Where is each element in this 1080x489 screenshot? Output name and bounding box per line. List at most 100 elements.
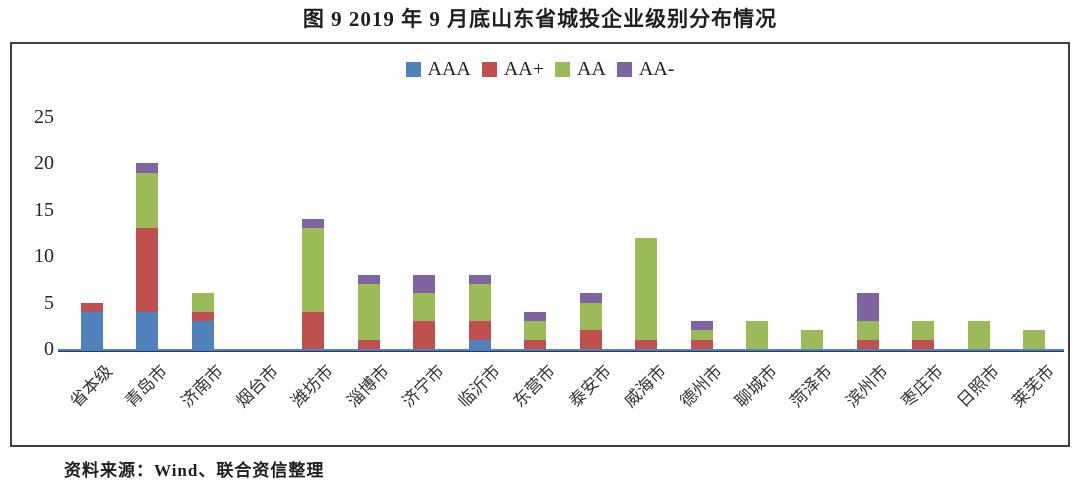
bar-segment-AA xyxy=(579,302,602,331)
y-axis-tick-label: 25 xyxy=(34,106,54,128)
bar-segment-AA+ xyxy=(468,321,491,340)
bar-segment-AA xyxy=(357,284,380,340)
stacked-bar xyxy=(967,321,990,349)
x-axis-label: 菏泽市 xyxy=(786,361,837,412)
stacked-bar xyxy=(524,311,547,349)
bar-segment-AA xyxy=(191,293,214,312)
x-axis-label: 临沂市 xyxy=(454,361,504,412)
x-axis-label: 威海市 xyxy=(620,361,671,412)
y-axis-tick-label: 0 xyxy=(44,338,54,360)
chart-frame: AAA AA+ AA AA- 0 5 10 15 20 25 省本级 青岛市 济南市 烟台市 潍坊… xyxy=(10,42,1070,447)
bar-segment-AA- xyxy=(524,311,547,322)
bar-slot-德州市: 德州市 xyxy=(674,117,729,411)
bar-segment-AA+ xyxy=(912,339,935,349)
bar-segment-AA xyxy=(1023,330,1046,349)
bar-segment-AA xyxy=(801,330,824,349)
legend-swatch-aa xyxy=(555,62,571,77)
bar-segment-AA+ xyxy=(579,330,602,349)
legend-item-aa: AA xyxy=(555,58,606,81)
bar-slot-潍坊市: 潍坊市 xyxy=(286,117,341,411)
stacked-bar xyxy=(191,293,214,349)
bar-segment-AA xyxy=(856,321,879,340)
x-axis-label: 烟台市 xyxy=(232,361,283,412)
legend-item-aa-plus: AA+ xyxy=(481,58,545,81)
bar-segment-AA- xyxy=(413,274,436,294)
bar-slot-聊城市: 聊城市 xyxy=(729,117,784,411)
y-axis-tick-label: 5 xyxy=(44,291,54,314)
stacked-bar xyxy=(468,274,491,349)
legend-item-aaa: AAA xyxy=(405,58,471,81)
bar-segment-AA xyxy=(413,293,436,322)
bar-segment-AA xyxy=(524,321,547,340)
stacked-bar xyxy=(302,219,325,349)
bar-segment-AA xyxy=(690,330,713,340)
bar-slot-济南市: 济南市 xyxy=(175,117,230,411)
bar-segment-AAA xyxy=(80,311,103,349)
chart-legend: AAA AA+ AA AA- xyxy=(12,58,1068,81)
bar-slot-滨州市: 滨州市 xyxy=(840,117,895,411)
bar-segment-AA xyxy=(912,321,935,340)
bar-slot-济宁市: 济宁市 xyxy=(397,117,452,411)
bar-segment-AA+ xyxy=(524,339,547,349)
x-axis-line xyxy=(58,349,1064,352)
source-note: 资料来源：Wind、联合资信整理 xyxy=(64,461,325,480)
legend-swatch-aa-minus xyxy=(616,62,632,77)
page-title: 图 9 2019 年 9 月底山东省城投企业级别分布情况 xyxy=(302,7,778,31)
bar-segment-AA xyxy=(746,321,769,349)
legend-label-aaa: AAA xyxy=(427,58,471,80)
bar-segment-AA xyxy=(967,321,990,349)
x-axis-label: 滨州市 xyxy=(842,361,892,412)
legend-swatch-aaa xyxy=(405,62,421,77)
x-axis-label: 济南市 xyxy=(177,361,227,412)
x-axis-label: 泰安市 xyxy=(565,361,615,412)
stacked-bar xyxy=(80,302,103,349)
stacked-bar xyxy=(801,330,824,349)
stacked-bar xyxy=(690,321,713,349)
bar-segment-AA+ xyxy=(136,228,159,312)
bar-segment-AA+ xyxy=(635,339,658,349)
x-axis-label: 枣庄市 xyxy=(897,361,948,412)
bar-segment-AA- xyxy=(468,274,491,285)
bar-segment-AAA xyxy=(191,321,214,349)
x-axis-label: 莱芜市 xyxy=(1008,361,1059,412)
stacked-bar xyxy=(579,293,602,349)
legend-label-aa-minus: AA- xyxy=(638,58,675,80)
bar-segment-AAA xyxy=(136,311,159,349)
bar-segment-AAA xyxy=(468,339,491,349)
x-axis-label: 潍坊市 xyxy=(287,361,338,412)
bar-segment-AA+ xyxy=(690,339,713,349)
bar-segment-AA+ xyxy=(191,311,214,322)
stacked-bar xyxy=(413,274,436,349)
x-axis-label: 德州市 xyxy=(676,361,726,412)
bar-slot-威海市: 威海市 xyxy=(618,117,673,411)
bar-segment-AA+ xyxy=(302,311,325,349)
bar-slot-临沂市: 临沂市 xyxy=(452,117,507,411)
bar-segment-AA- xyxy=(357,274,380,285)
x-axis-label: 聊城市 xyxy=(731,361,782,412)
legend-label-aa-plus: AA+ xyxy=(503,58,545,80)
bar-slot-青岛市: 青岛市 xyxy=(119,117,174,411)
bar-segment-AA xyxy=(635,237,658,340)
stacked-bar xyxy=(856,293,879,349)
bar-slot-淄博市: 淄博市 xyxy=(341,117,396,411)
bar-segment-AA- xyxy=(690,321,713,331)
bar-segment-AA xyxy=(136,172,159,229)
y-axis-tick-label: 20 xyxy=(34,152,54,175)
bar-segment-AA- xyxy=(856,293,879,322)
stacked-bar xyxy=(357,274,380,349)
x-axis-label: 省本级 xyxy=(66,361,116,412)
x-axis-label: 济宁市 xyxy=(398,361,449,412)
x-axis-label: 日照市 xyxy=(953,361,1003,412)
bar-segment-AA+ xyxy=(856,339,879,349)
bar-slot-烟台市: 烟台市 xyxy=(230,117,285,411)
stacked-bar xyxy=(635,237,658,349)
x-axis-label: 青岛市 xyxy=(121,361,172,412)
stacked-bar xyxy=(912,321,935,349)
x-axis-label: 淄博市 xyxy=(343,361,393,412)
bar-segment-AA xyxy=(468,284,491,322)
bar-slot-菏泽市: 菏泽市 xyxy=(785,117,840,411)
bar-slot-枣庄市: 枣庄市 xyxy=(896,117,951,411)
bar-slot-省本级: 省本级 xyxy=(64,117,119,411)
x-axis-label: 东营市 xyxy=(509,361,560,412)
bar-slot-泰安市: 泰安市 xyxy=(563,117,618,411)
